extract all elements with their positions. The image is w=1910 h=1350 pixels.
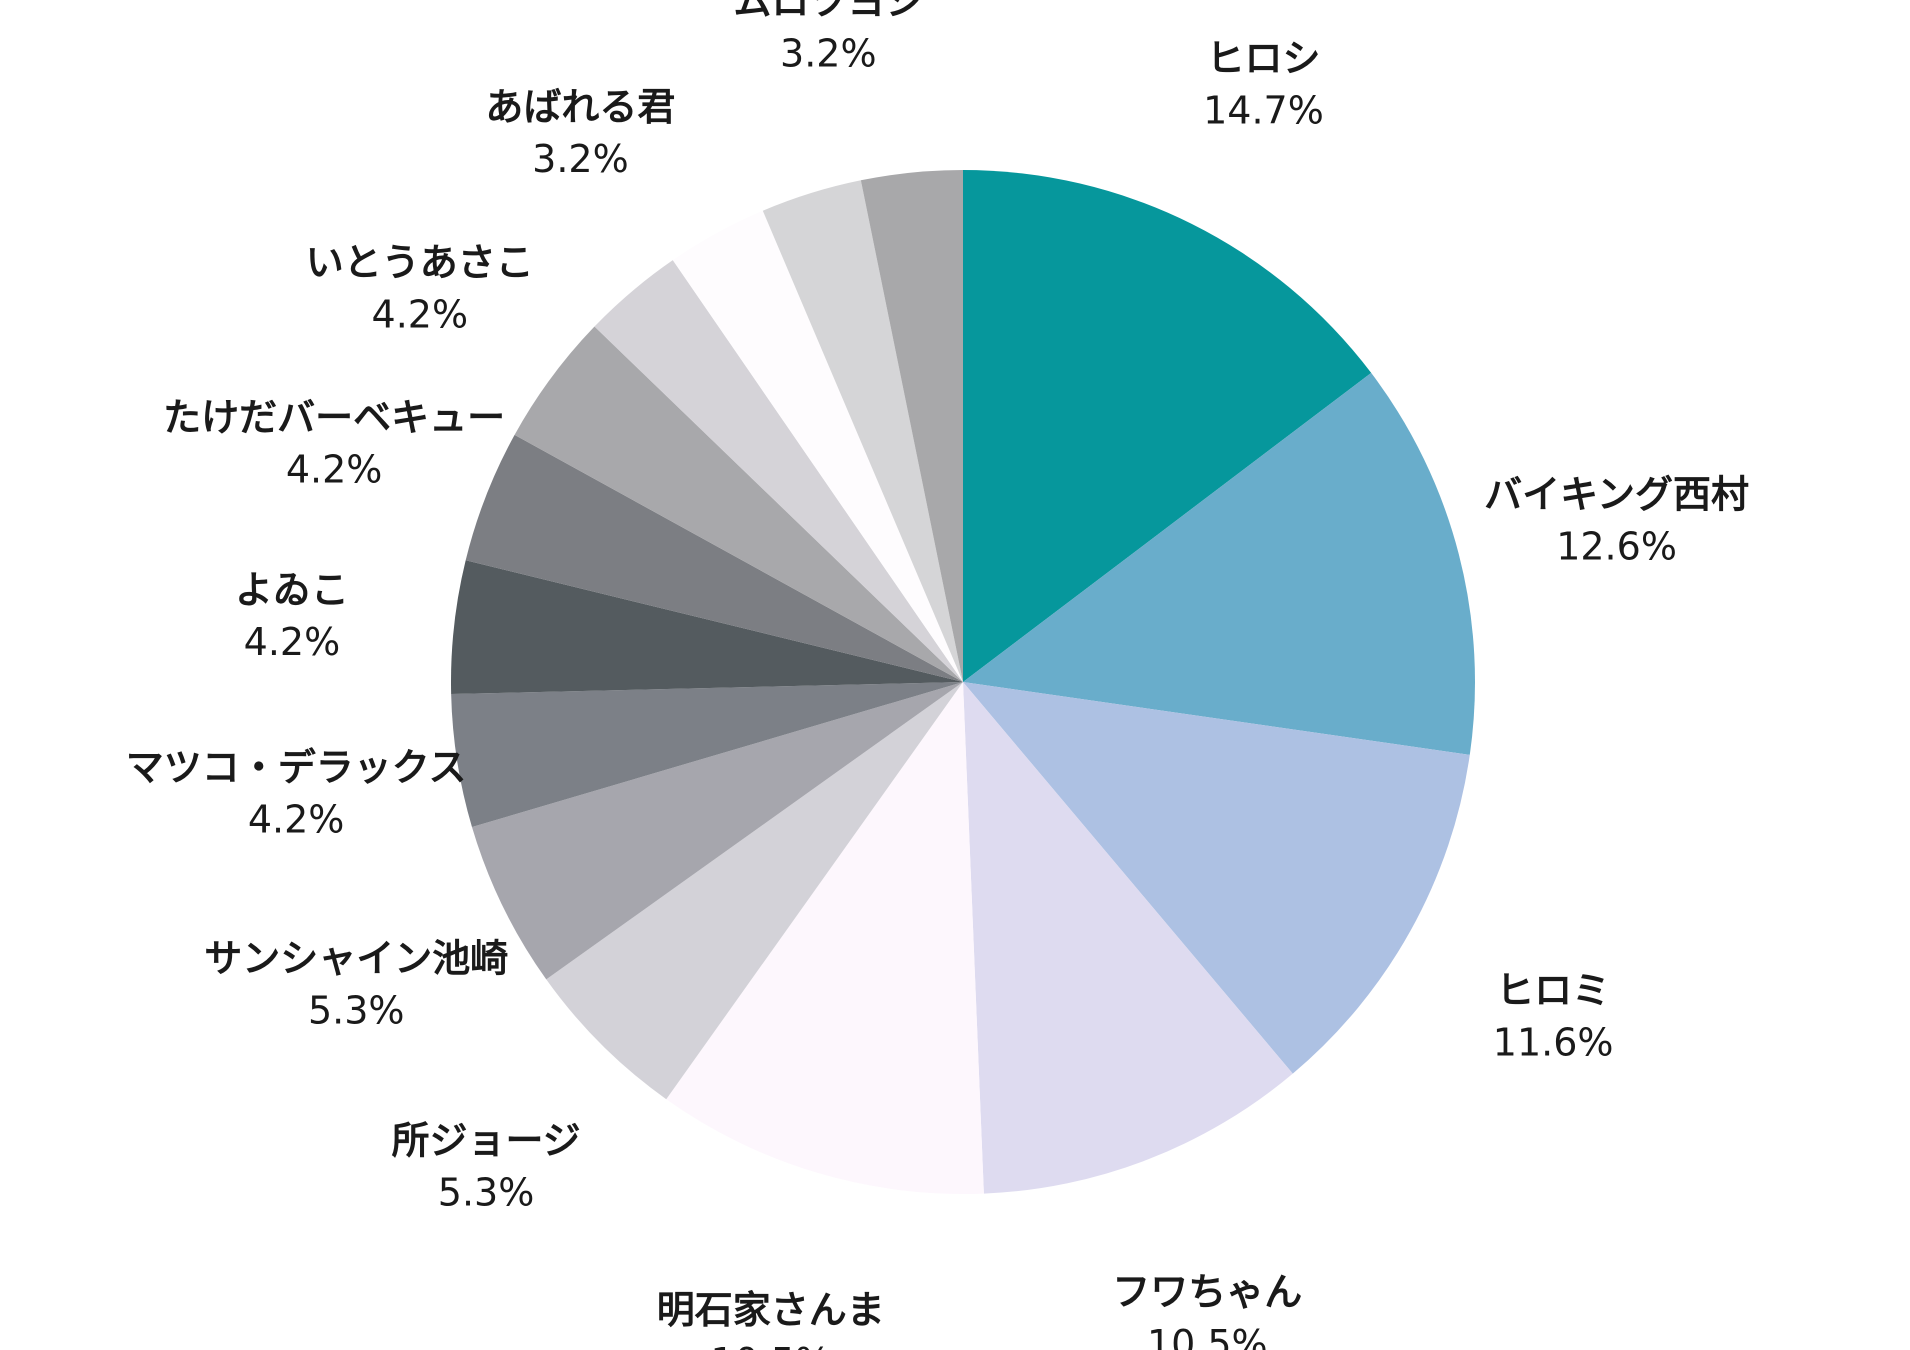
slice-value-label: 4.2% xyxy=(248,797,345,841)
slice-label: マツコ・デラックス xyxy=(126,745,467,789)
pie-slices xyxy=(451,170,1475,1194)
slice-label: たけだバーベキュー xyxy=(163,396,505,440)
slice-label: ムロツヨシ xyxy=(733,0,923,24)
slice-label: ヒロミ xyxy=(1496,969,1610,1013)
slice-value-label: 10.5% xyxy=(1147,1322,1268,1350)
pie-slice xyxy=(666,682,984,1194)
pie-slice xyxy=(963,682,1293,1194)
pie-slice xyxy=(963,170,1372,682)
pie-slice xyxy=(514,326,963,682)
slice-value-label: 4.2% xyxy=(286,448,383,492)
slice-label: よゐこ xyxy=(235,568,349,612)
slice-label: 明石家さんま xyxy=(657,1288,885,1332)
pie-slice xyxy=(451,560,963,695)
slice-label: いとうあさこ xyxy=(306,240,534,284)
pie-slice xyxy=(465,434,963,682)
pie-slice xyxy=(762,180,963,682)
slice-value-label: 14.7% xyxy=(1203,89,1324,133)
pie-slice xyxy=(860,170,963,682)
pie-slice xyxy=(963,372,1475,755)
slice-value-label: 4.2% xyxy=(244,620,341,664)
pie-slice xyxy=(672,210,963,682)
slice-label: 所ジョージ xyxy=(391,1119,580,1163)
pie-slice xyxy=(451,682,963,828)
slice-value-label: 5.3% xyxy=(438,1171,535,1215)
pie-slice xyxy=(546,682,963,1100)
slice-label: あばれる君 xyxy=(485,85,675,129)
slice-label: バイキング西村 xyxy=(1484,472,1749,516)
slice-value-label: 5.3% xyxy=(308,989,405,1033)
pie-slice xyxy=(471,682,963,980)
slice-value-label: 12.6% xyxy=(1556,524,1677,568)
slice-value-label: 11.6% xyxy=(1493,1021,1614,1065)
slice-value-label: 3.2% xyxy=(532,137,629,181)
pie-slice xyxy=(963,682,1470,1074)
slice-label: フワちゃん xyxy=(1112,1270,1302,1314)
slice-value-label: 10.5% xyxy=(710,1340,831,1350)
pie-slice xyxy=(594,260,963,682)
slice-label: サンシャイン池崎 xyxy=(204,937,508,981)
pie-labels: ヒロシ 14.7% バイキング西村 12.6% ヒロミ 11.6% フワちゃん 10.5% 明石… xyxy=(126,0,1749,1350)
slice-value-label: 3.2% xyxy=(780,32,877,76)
slice-value-label: 4.2% xyxy=(372,292,469,336)
slice-label: ヒロシ xyxy=(1206,37,1320,81)
